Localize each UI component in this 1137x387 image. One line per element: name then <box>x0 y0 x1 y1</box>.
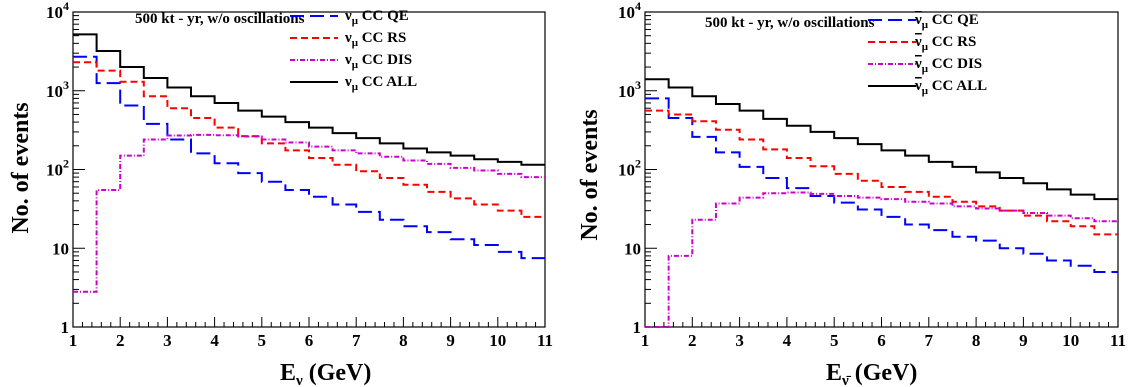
x-tick-label: 4 <box>783 331 792 350</box>
x-tick-label: 10 <box>1062 331 1079 350</box>
x-tick-label: 8 <box>399 331 408 350</box>
x-tick-label: 5 <box>830 331 839 350</box>
x-tick-label: 11 <box>537 331 553 350</box>
y-tick-label: 10 <box>624 239 641 258</box>
legend-entry: νμ CC DIS <box>914 56 982 75</box>
series-cc-all-line <box>73 33 545 166</box>
x-tick-label: 7 <box>925 331 934 350</box>
y-axis-title: No. of events <box>577 109 603 240</box>
x-tick-label: 10 <box>489 331 506 350</box>
legend-entry: νμ CC RS <box>914 34 976 53</box>
plot-title: 500 kt - yr, w/o oscillations <box>705 15 875 31</box>
x-tick-label: 3 <box>163 331 172 350</box>
x-tick-label: 2 <box>116 331 125 350</box>
x-axis-title: Eν̄ (GeV) <box>826 360 917 387</box>
series-cc-rs-line <box>73 61 545 218</box>
legend-entry: νμ CC ALL <box>914 78 987 97</box>
series-cc-qe-line <box>73 55 545 260</box>
legend-entry: νμ CC RS <box>344 30 406 49</box>
y-tick-label: 103 <box>46 78 69 101</box>
x-tick-label: 6 <box>877 331 886 350</box>
x-tick-label: 4 <box>210 331 219 350</box>
x-tick-label: 9 <box>446 331 455 350</box>
legend-entry: νμ CC QE <box>344 8 409 27</box>
x-axis-title: Eν (GeV) <box>280 360 371 387</box>
x-tick-label: 11 <box>1110 331 1126 350</box>
x-tick-label: 1 <box>69 331 78 350</box>
plot-frame <box>644 11 1119 328</box>
x-tick-label: 6 <box>305 331 314 350</box>
y-tick-label: 102 <box>618 157 641 180</box>
legend-entry: νμ CC DIS <box>344 52 412 71</box>
y-tick-label: 103 <box>618 78 641 101</box>
y-tick-label: 104 <box>46 0 69 22</box>
series-cc-dis-line <box>645 191 1118 328</box>
x-tick-label: 7 <box>352 331 361 350</box>
legend-entry: νμ CC QE <box>914 12 979 31</box>
y-tick-label: 1 <box>633 318 642 337</box>
series-cc-dis-line <box>73 133 545 293</box>
x-tick-label: 3 <box>735 331 744 350</box>
y-tick-label: 102 <box>46 157 69 180</box>
y-axis-title: No. of events <box>8 102 34 233</box>
legend-entry: νμ CC ALL <box>344 74 417 93</box>
x-tick-label: 2 <box>688 331 697 350</box>
x-tick-label: 8 <box>972 331 981 350</box>
plot-title: 500 kt - yr, w/o oscillations <box>135 11 305 27</box>
series-cc-qe-line <box>645 97 1118 273</box>
y-tick-label: 104 <box>618 0 641 22</box>
y-tick-label: 1 <box>61 318 70 337</box>
x-tick-label: 9 <box>1019 331 1028 350</box>
series-cc-rs-line <box>645 109 1118 236</box>
x-tick-label: 1 <box>641 331 650 350</box>
x-tick-label: 5 <box>258 331 267 350</box>
y-tick-label: 10 <box>52 239 69 258</box>
series-cc-all-line <box>645 78 1118 201</box>
